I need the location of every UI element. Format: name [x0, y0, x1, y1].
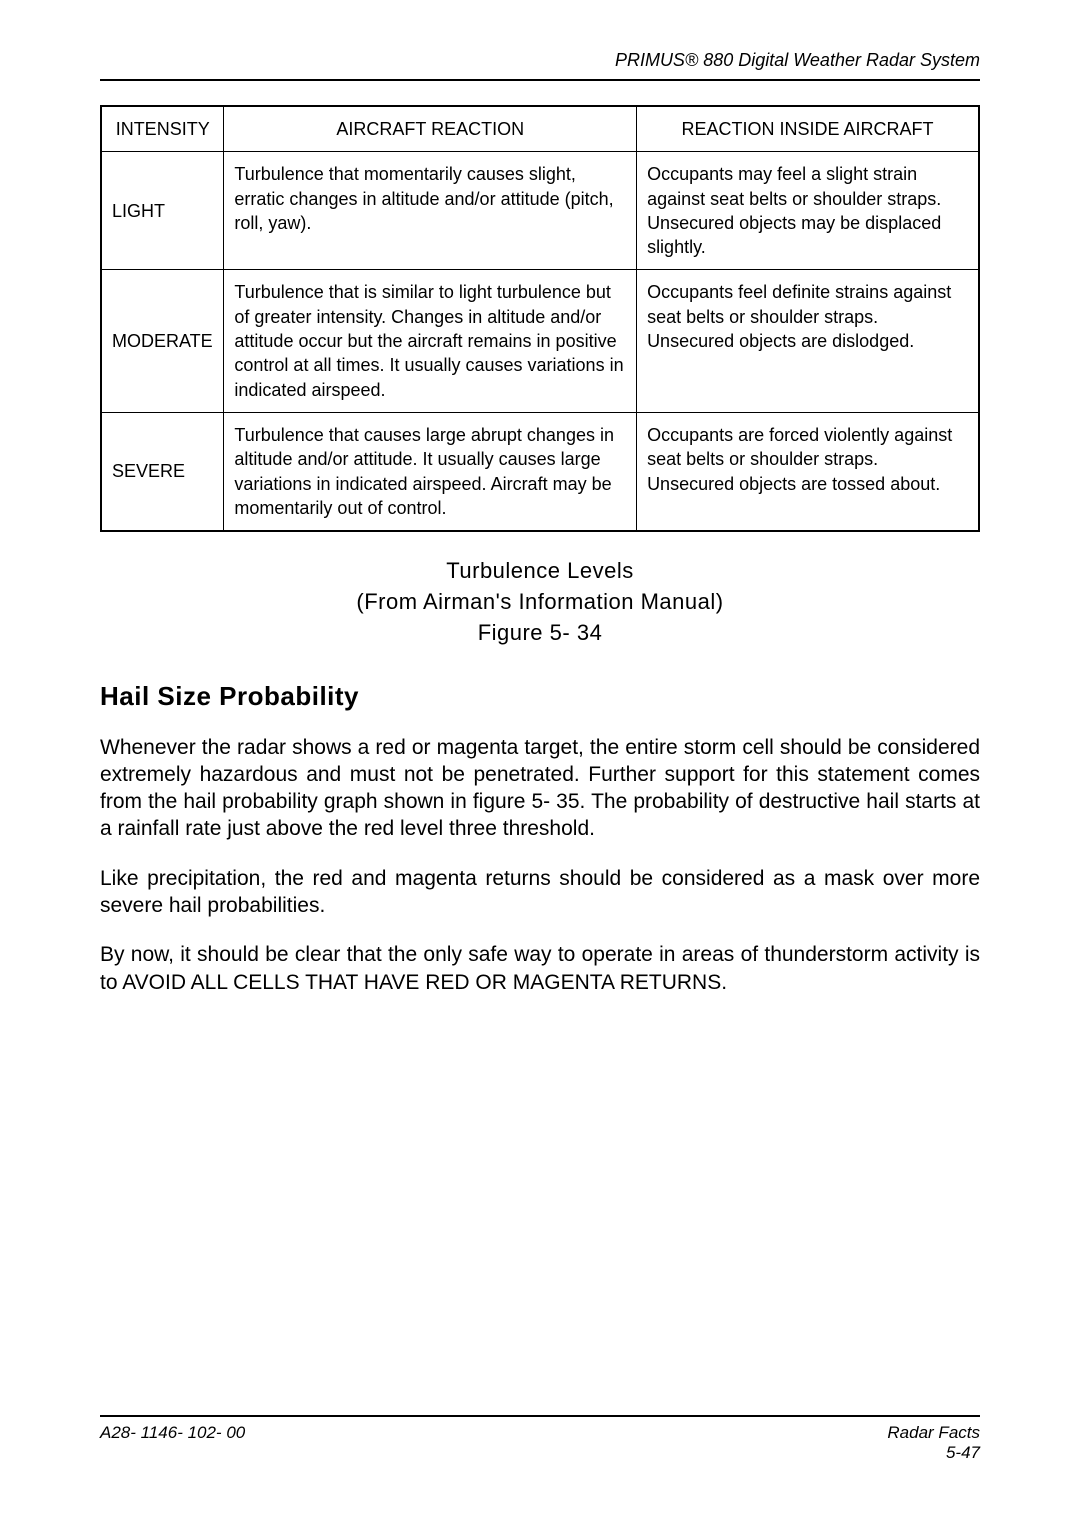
cell-aircraft: Turbulence that causes large abrupt chan…	[224, 412, 637, 531]
col-reaction-inside: REACTION INSIDE AIRCRAFT	[637, 106, 979, 152]
page-footer: A28- 1146- 102- 00 Radar Facts 5-47	[100, 1415, 980, 1463]
table-row: LIGHT Turbulence that momentarily causes…	[101, 152, 979, 270]
footer-right-page: 5-47	[887, 1443, 980, 1463]
header-rule	[100, 79, 980, 81]
footer-right: Radar Facts 5-47	[887, 1423, 980, 1463]
table-row: SEVERE Turbulence that causes large abru…	[101, 412, 979, 531]
cell-intensity: SEVERE	[101, 412, 224, 531]
footer-right-title: Radar Facts	[887, 1423, 980, 1443]
cell-intensity: LIGHT	[101, 152, 224, 270]
footer-row: A28- 1146- 102- 00 Radar Facts 5-47	[100, 1423, 980, 1463]
turbulence-table: INTENSITY AIRCRAFT REACTION REACTION INS…	[100, 105, 980, 532]
cell-inside: Occupants feel definite strains against …	[637, 270, 979, 412]
paragraph-2: Like precipitation, the red and magenta …	[100, 865, 980, 920]
table-row: MODERATE Turbulence that is similar to l…	[101, 270, 979, 412]
footer-left: A28- 1146- 102- 00	[100, 1423, 245, 1463]
cell-inside: Occupants may feel a slight strain again…	[637, 152, 979, 270]
caption-line2: (From Airman's Information Manual)	[100, 587, 980, 618]
table-header-row: INTENSITY AIRCRAFT REACTION REACTION INS…	[101, 106, 979, 152]
cell-aircraft: Turbulence that momentarily causes sligh…	[224, 152, 637, 270]
paragraph-3: By now, it should be clear that the only…	[100, 941, 980, 996]
footer-rule	[100, 1415, 980, 1417]
cell-intensity: MODERATE	[101, 270, 224, 412]
col-intensity: INTENSITY	[101, 106, 224, 152]
cell-aircraft: Turbulence that is similar to light turb…	[224, 270, 637, 412]
section-title: Hail Size Probability	[100, 681, 980, 712]
table-caption: Turbulence Levels (From Airman's Informa…	[100, 556, 980, 648]
cell-inside: Occupants are forced violently against s…	[637, 412, 979, 531]
header-text: PRIMUS® 880 Digital Weather Radar System	[100, 50, 980, 71]
caption-line3: Figure 5- 34	[100, 618, 980, 649]
col-aircraft-reaction: AIRCRAFT REACTION	[224, 106, 637, 152]
caption-line1: Turbulence Levels	[100, 556, 980, 587]
paragraph-1: Whenever the radar shows a red or magent…	[100, 734, 980, 843]
